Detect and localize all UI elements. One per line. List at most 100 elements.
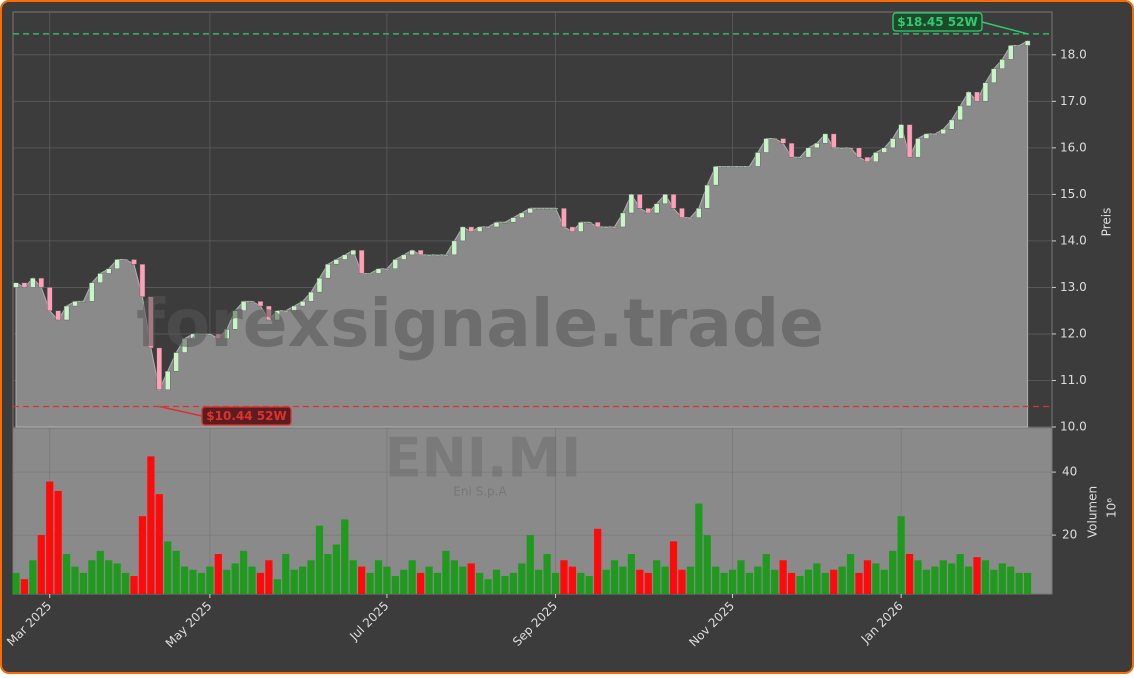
company-watermark: Eni S.p.A bbox=[453, 485, 507, 499]
candle-body bbox=[485, 226, 491, 229]
volume-bar bbox=[703, 535, 711, 594]
candle-body bbox=[822, 133, 828, 144]
volume-bar bbox=[113, 563, 121, 594]
candle-body bbox=[890, 138, 896, 149]
candle-body bbox=[249, 301, 255, 303]
volume-bar bbox=[273, 579, 281, 594]
volume-bar bbox=[830, 569, 838, 594]
candle-body bbox=[63, 305, 70, 321]
volume-bar bbox=[855, 572, 863, 594]
volume-bar bbox=[442, 550, 450, 594]
watermark: forexsignale.trade bbox=[136, 285, 824, 362]
volume-bar bbox=[577, 572, 585, 594]
candle-body bbox=[443, 254, 449, 257]
candle-body bbox=[502, 222, 508, 224]
volume-bar bbox=[484, 579, 492, 594]
volume-bar bbox=[96, 550, 104, 594]
candle-body bbox=[131, 259, 137, 265]
volume-bar bbox=[939, 560, 947, 594]
candle-body bbox=[55, 310, 61, 321]
candle-body bbox=[999, 59, 1006, 69]
volume-bar bbox=[585, 576, 593, 594]
candle-body bbox=[240, 301, 247, 311]
y-tick-label: 18.0 bbox=[1060, 47, 1087, 61]
volume-bar bbox=[737, 560, 745, 594]
volume-bar bbox=[872, 563, 880, 594]
volume-bar bbox=[20, 579, 29, 594]
volume-bar bbox=[964, 566, 973, 594]
volume-bar bbox=[821, 572, 829, 594]
volume-bar bbox=[509, 572, 517, 594]
volume-bar bbox=[476, 572, 484, 594]
candle-body bbox=[13, 282, 19, 288]
candle-body bbox=[333, 259, 340, 265]
annotation-label: $18.45 52W bbox=[897, 15, 977, 29]
volume-bar bbox=[391, 576, 399, 594]
candle-body bbox=[173, 352, 179, 372]
volume-bar bbox=[661, 566, 669, 594]
volume-bar bbox=[425, 566, 433, 594]
volume-bar bbox=[459, 566, 467, 594]
candle-body bbox=[299, 301, 306, 307]
volume-bar bbox=[981, 560, 990, 594]
y2-tick-label: 40 bbox=[1062, 465, 1077, 479]
candle-body bbox=[552, 208, 559, 210]
candle-body bbox=[358, 250, 365, 274]
candle-body bbox=[266, 305, 272, 321]
volume-bar bbox=[307, 560, 315, 594]
volume-bar bbox=[341, 519, 349, 594]
candle-body bbox=[696, 208, 702, 218]
candle-body bbox=[30, 277, 36, 288]
candle-body bbox=[991, 68, 997, 83]
candle-body bbox=[257, 301, 264, 307]
volume-bar bbox=[594, 528, 602, 594]
volume-bar bbox=[223, 569, 231, 594]
candle-body bbox=[527, 208, 533, 214]
volume-bar bbox=[889, 550, 897, 594]
y-tick-label: 13.0 bbox=[1060, 280, 1087, 294]
candle-body bbox=[510, 217, 517, 223]
volume-bar bbox=[695, 503, 703, 594]
candle-body bbox=[594, 222, 601, 228]
volume-bar bbox=[745, 572, 754, 594]
volume-bar bbox=[358, 566, 366, 594]
candle-body bbox=[738, 166, 744, 168]
candle-body bbox=[712, 166, 719, 186]
candle-body bbox=[97, 273, 104, 283]
candle-body bbox=[881, 147, 887, 153]
volume-bar bbox=[71, 566, 79, 594]
volume-bar bbox=[332, 544, 340, 594]
volume-bar bbox=[467, 563, 475, 594]
candle-body bbox=[637, 194, 643, 209]
volume-bar bbox=[627, 553, 635, 594]
annotation-arrow bbox=[981, 21, 1028, 35]
volume-bar bbox=[796, 576, 804, 594]
annotation-label: $10.44 52W bbox=[206, 409, 286, 423]
volume-bar bbox=[998, 563, 1006, 594]
volume-bar bbox=[669, 541, 678, 594]
candle-body bbox=[940, 129, 946, 135]
y-tick-label: 11.0 bbox=[1060, 373, 1087, 387]
volume-bar bbox=[838, 566, 846, 594]
candle-body bbox=[80, 301, 87, 303]
candle-body bbox=[763, 138, 769, 153]
candle-body bbox=[47, 287, 53, 311]
volume-bar bbox=[105, 560, 113, 594]
candle-body bbox=[434, 254, 441, 257]
candle-body bbox=[814, 142, 820, 149]
volume-bar bbox=[214, 553, 222, 594]
candle-body bbox=[965, 91, 972, 107]
volume-bar bbox=[1015, 572, 1023, 594]
volume-bar bbox=[374, 560, 383, 594]
volume-bar bbox=[181, 566, 189, 594]
candle-body bbox=[198, 333, 205, 336]
volume-bar bbox=[450, 560, 458, 594]
volume-bar bbox=[206, 566, 214, 594]
y-axis-label: Preis bbox=[1100, 208, 1114, 237]
candle-body bbox=[468, 226, 474, 232]
candle-body bbox=[476, 226, 483, 232]
volume-bar bbox=[265, 560, 273, 594]
candle-body bbox=[417, 250, 424, 256]
candle-body bbox=[21, 282, 28, 288]
